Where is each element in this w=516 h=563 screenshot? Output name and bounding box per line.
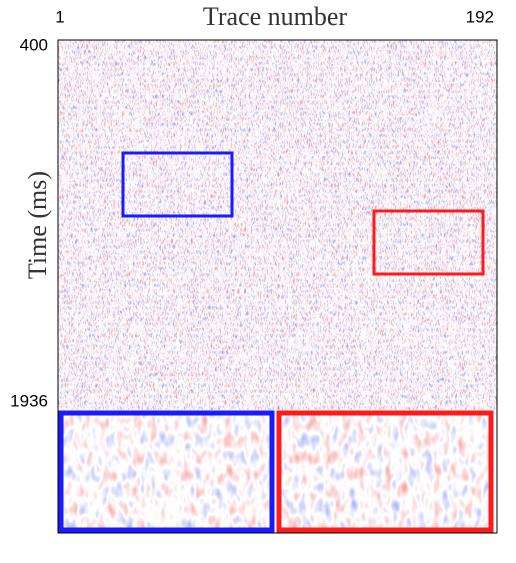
y-axis-label: Time (ms) xyxy=(23,171,52,279)
blue-box xyxy=(121,151,234,218)
y-tick-label: 1936 xyxy=(10,391,48,410)
seismic-image xyxy=(58,40,497,410)
zoom-panel-blue xyxy=(60,412,272,530)
x-tick-label: 192 xyxy=(466,7,494,26)
plot-frame xyxy=(57,39,498,534)
y-tick-label: 400 xyxy=(20,35,48,54)
x-axis-label: Trace number xyxy=(203,2,348,31)
red-zoom-frame xyxy=(276,410,494,533)
blue-zoom-frame xyxy=(58,410,275,533)
zoom-panel-red xyxy=(279,412,492,530)
red-box xyxy=(372,209,485,276)
x-tick-label: 1 xyxy=(55,7,64,26)
